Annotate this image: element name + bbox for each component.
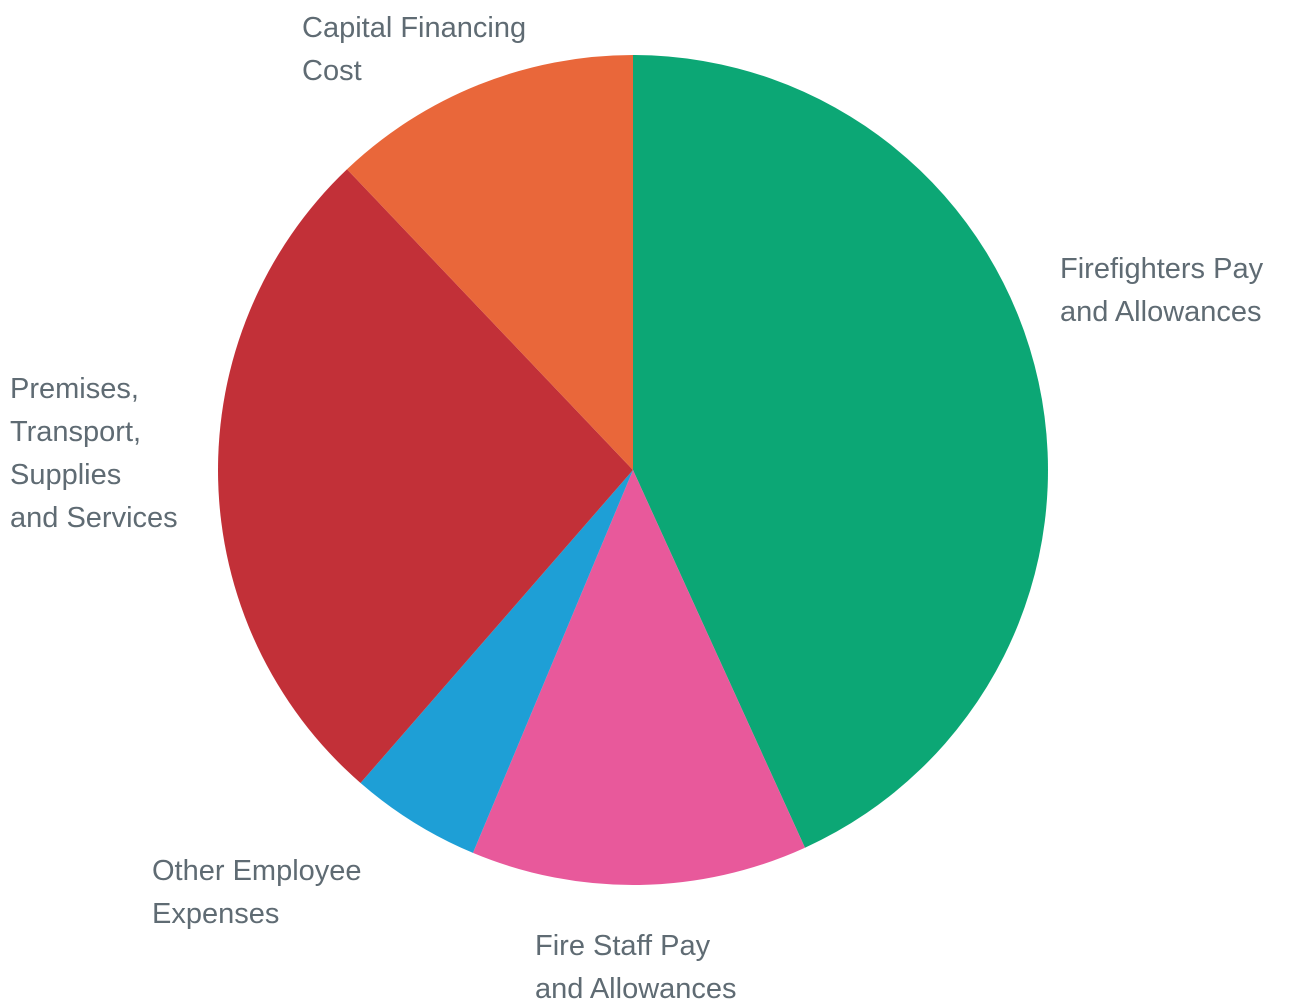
slice-label-line: Transport, <box>10 416 141 448</box>
pie-slice <box>633 55 1048 848</box>
slice-label-line: Supplies <box>10 459 121 491</box>
pie-slice <box>472 470 805 885</box>
pie-slices <box>218 55 1048 885</box>
slice-label-line: Capital Financing <box>302 12 526 44</box>
slice-label-line: Other Employee <box>152 855 362 887</box>
slice-label-line: Cost <box>302 55 362 87</box>
slice-label: Capital Financing Cost <box>302 12 526 87</box>
pie-slice <box>347 55 633 470</box>
slice-label-line: and Allowances <box>535 973 737 1005</box>
slice-label-line: Premises, <box>10 373 139 405</box>
slice-label: Firefighters Pay and Allowances <box>1060 253 1264 328</box>
slice-label-line: and Allowances <box>1060 296 1262 328</box>
slice-label: Other Employee Expenses <box>152 855 362 930</box>
pie-slice <box>218 169 633 784</box>
slice-label-line: and Services <box>10 502 178 534</box>
slice-label: Fire Staff Pay and Allowances <box>535 930 737 1005</box>
slice-label: Premises, Transport, Supplies and Services <box>10 373 178 534</box>
slice-label-line: Fire Staff Pay <box>535 930 711 962</box>
slice-label-line: Firefighters Pay <box>1060 253 1264 285</box>
slice-label-line: Expenses <box>152 898 279 930</box>
pie-slice <box>360 470 633 853</box>
